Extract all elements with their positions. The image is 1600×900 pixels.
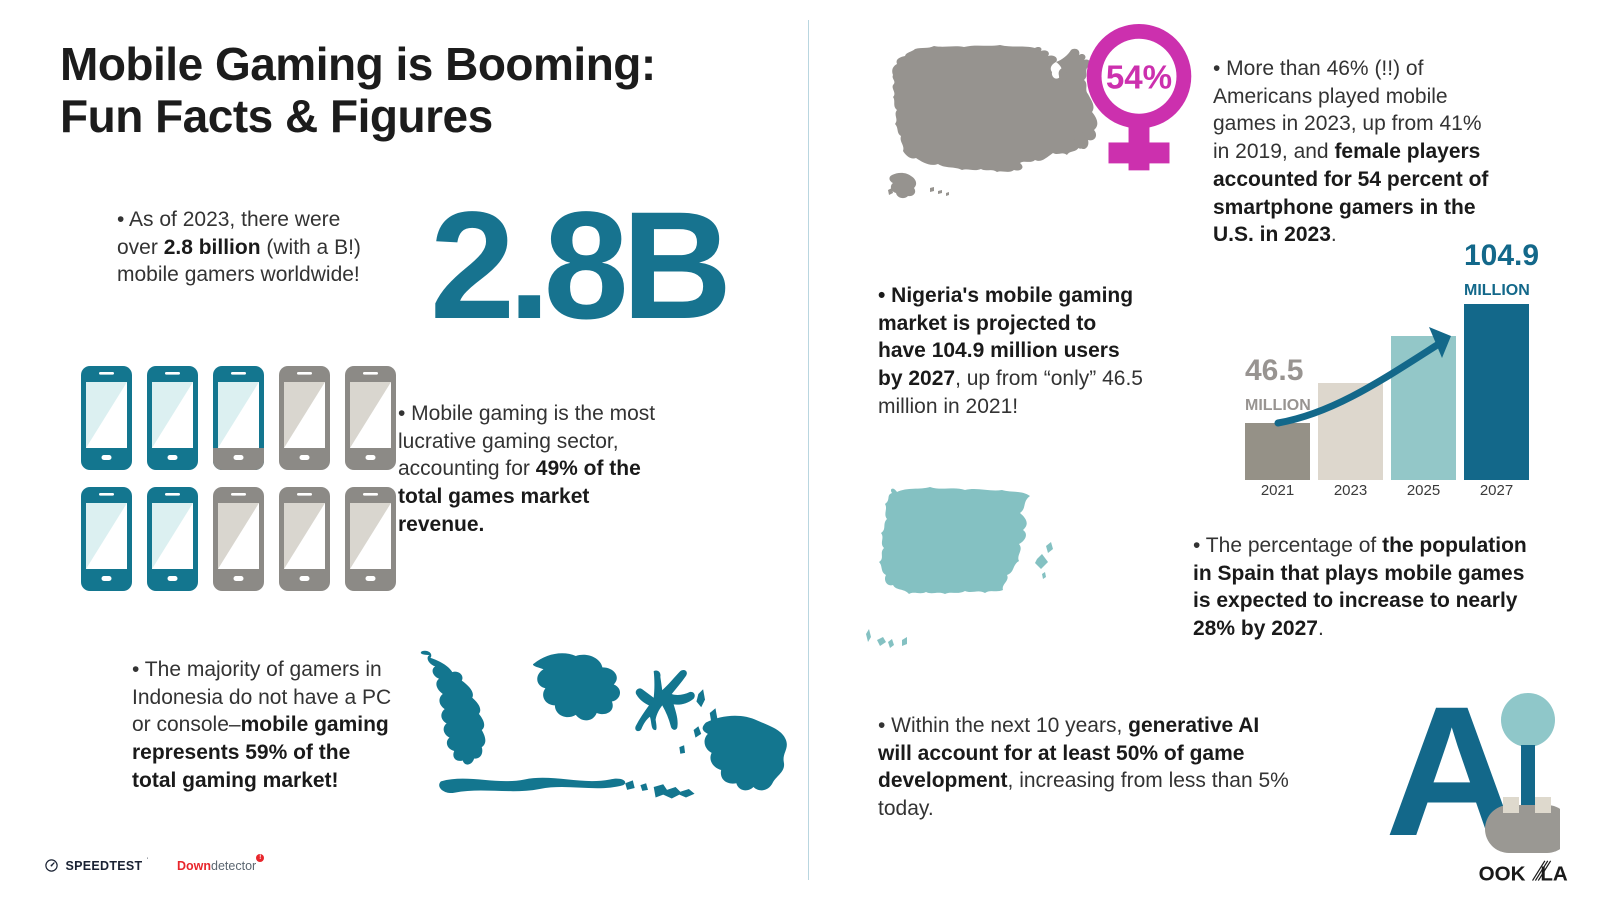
svg-text:OOK: OOK bbox=[1479, 863, 1526, 886]
svg-text:54%: 54% bbox=[1106, 59, 1172, 96]
